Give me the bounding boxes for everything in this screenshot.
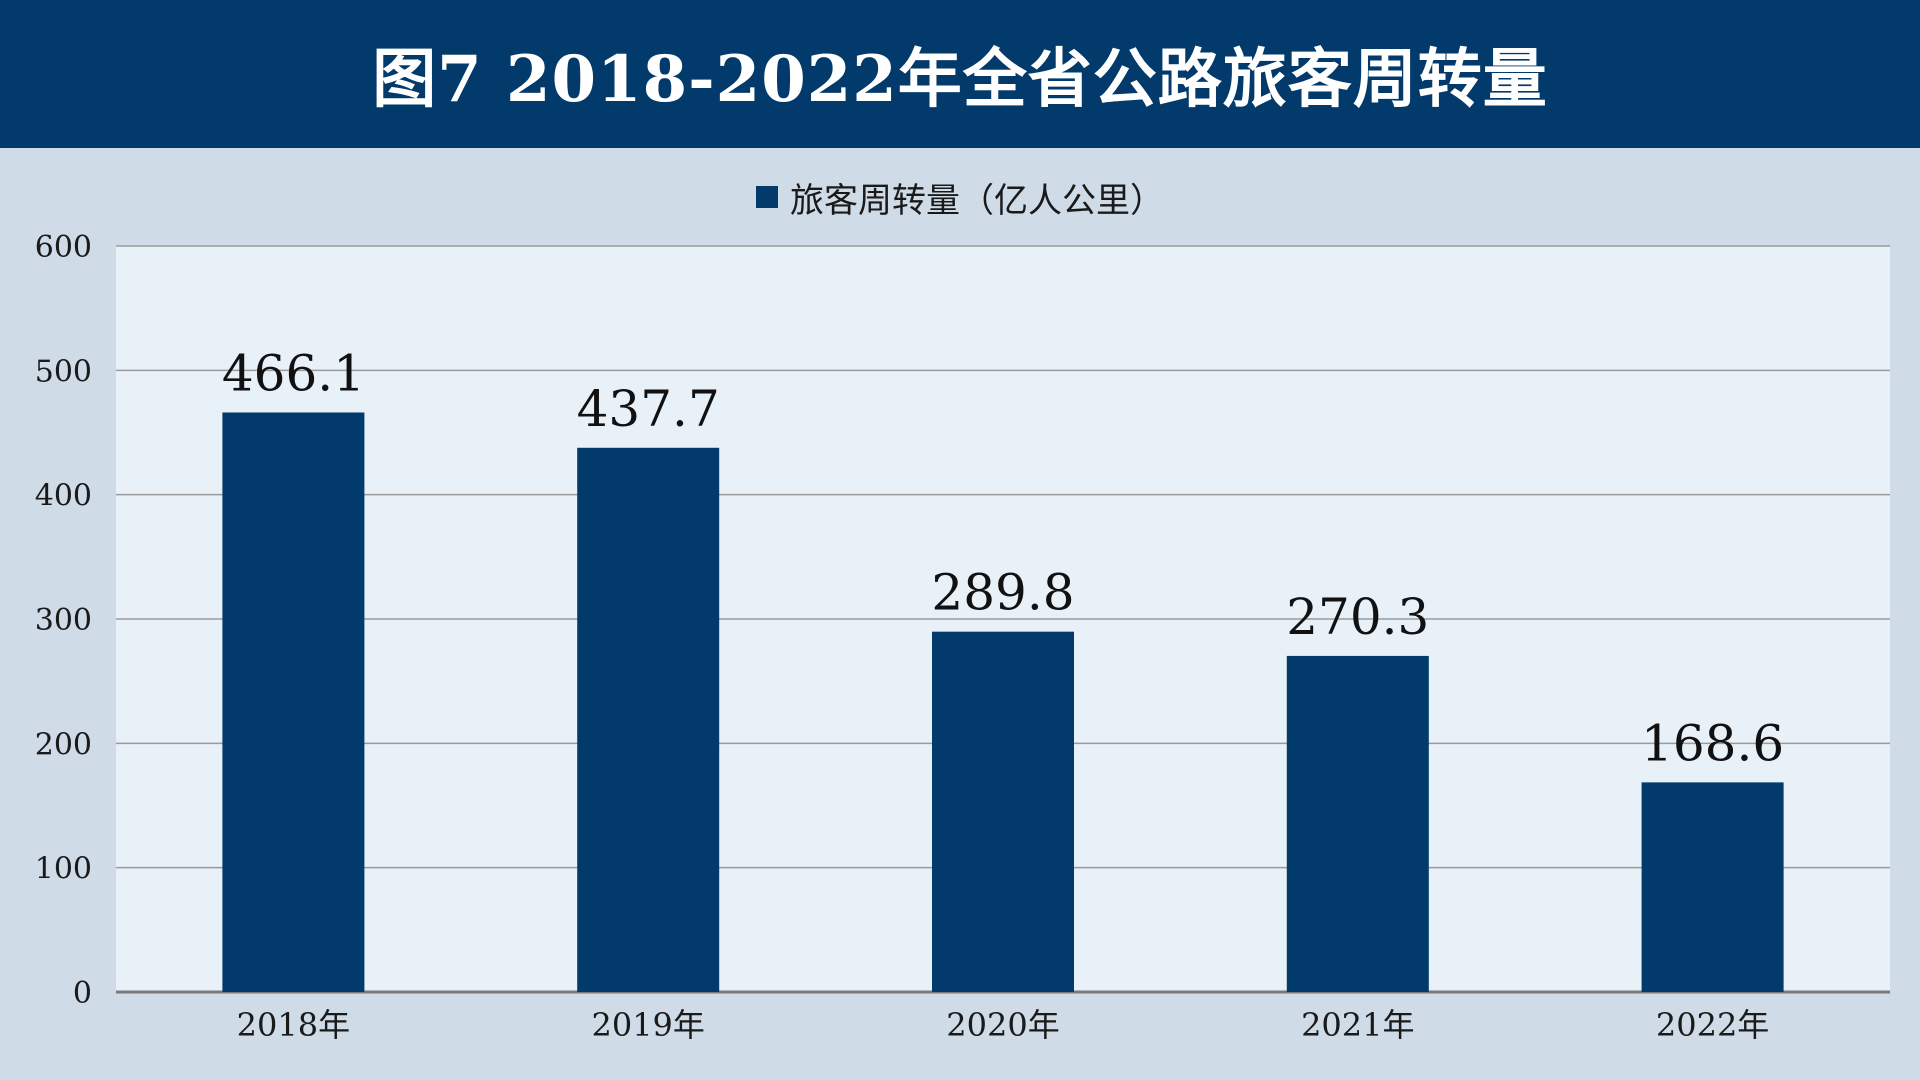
bar [577,447,720,993]
y-tick-label: 100 [35,852,92,887]
data-label: 437.7 [577,380,720,438]
data-label: 270.3 [1286,588,1429,646]
data-label: 466.1 [222,344,365,402]
bar [932,631,1074,992]
y-tick-label: 0 [73,976,92,1011]
bar [1641,782,1784,992]
title-bar: 图7 2018-2022年全省公路旅客周转量 [0,0,1920,148]
bar [1286,655,1429,992]
legend-swatch [756,186,778,208]
legend-label: 旅客周转量（亿人公里） [790,180,1164,221]
y-tick-label: 400 [35,479,92,514]
y-tick-label: 500 [35,354,92,389]
chart-title: 图7 2018-2022年全省公路旅客周转量 [372,42,1548,117]
x-tick-label: 2021年 [1301,1006,1414,1044]
data-label: 289.8 [931,564,1074,622]
data-label: 168.6 [1641,714,1784,772]
bar [222,412,365,993]
x-tick-label: 2019年 [591,1006,704,1044]
x-tick-label: 2020年 [946,1006,1059,1044]
legend: 旅客周转量（亿人公里） [0,172,1920,222]
y-tick-label: 200 [35,727,92,762]
y-tick-label: 600 [35,230,92,265]
y-tick-label: 300 [35,603,92,638]
x-tick-label: 2022年 [1656,1006,1769,1044]
x-tick-label: 2018年 [237,1006,350,1044]
